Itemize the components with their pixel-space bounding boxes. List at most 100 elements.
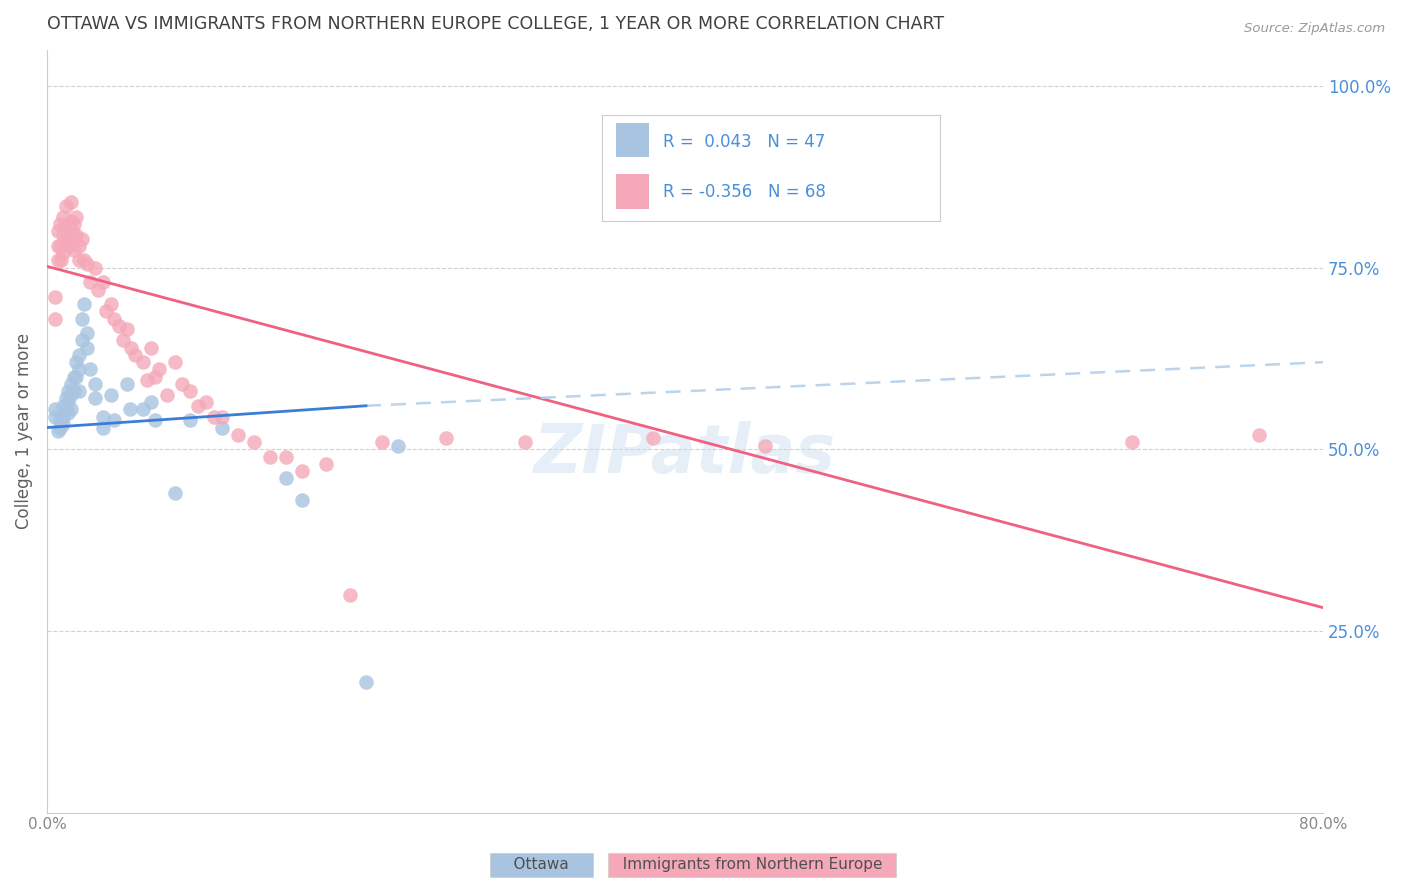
Point	[63, 243, 86, 257]
Point	[139, 395, 162, 409]
Point	[103, 413, 125, 427]
Point	[67, 384, 90, 399]
Point	[118, 402, 141, 417]
Point	[67, 362, 90, 376]
Y-axis label: College, 1 year or more: College, 1 year or more	[15, 333, 32, 529]
Point	[44, 311, 66, 326]
Point	[754, 439, 776, 453]
Point	[228, 427, 250, 442]
Point	[72, 253, 94, 268]
Point	[87, 283, 110, 297]
Text: Immigrants from Northern Europe: Immigrants from Northern Europe	[613, 857, 891, 872]
Point	[51, 253, 73, 268]
Point	[52, 228, 75, 243]
Point	[79, 275, 101, 289]
Point	[67, 253, 90, 268]
Point	[91, 420, 114, 434]
Point	[91, 275, 114, 289]
Point	[124, 348, 146, 362]
Point	[63, 217, 86, 231]
Point	[70, 232, 93, 246]
Point	[91, 409, 114, 424]
Point	[59, 195, 82, 210]
Point	[276, 450, 298, 464]
Point	[195, 395, 218, 409]
Point	[52, 399, 75, 413]
Point	[59, 388, 82, 402]
Point	[44, 402, 66, 417]
Point	[179, 384, 201, 399]
Point	[59, 376, 82, 391]
Point	[172, 376, 194, 391]
Point	[83, 260, 105, 275]
Point	[59, 232, 82, 246]
Point	[115, 322, 138, 336]
Point	[291, 493, 314, 508]
Point	[67, 348, 90, 362]
Point	[46, 224, 69, 238]
Point	[67, 239, 90, 253]
Point	[145, 413, 167, 427]
Point	[65, 228, 87, 243]
Point	[1121, 435, 1143, 450]
Point	[56, 217, 79, 231]
Point	[131, 402, 153, 417]
Point	[145, 369, 167, 384]
Point	[59, 213, 82, 227]
Point	[79, 362, 101, 376]
Point	[387, 439, 409, 453]
Point	[643, 432, 665, 446]
Point	[46, 253, 69, 268]
Point	[163, 355, 186, 369]
Point	[59, 402, 82, 417]
Point	[58, 239, 80, 253]
Point	[55, 392, 77, 406]
Text: OTTAWA VS IMMIGRANTS FROM NORTHERN EUROPE COLLEGE, 1 YEAR OR MORE CORRELATION CH: OTTAWA VS IMMIGRANTS FROM NORTHERN EUROP…	[46, 15, 943, 33]
Point	[52, 246, 75, 260]
Point	[44, 290, 66, 304]
Point	[120, 341, 142, 355]
Point	[202, 409, 225, 424]
Point	[65, 369, 87, 384]
Point	[70, 311, 93, 326]
Point	[100, 388, 122, 402]
Point	[55, 217, 77, 231]
Point	[1249, 427, 1271, 442]
Point	[48, 239, 70, 253]
Point	[44, 409, 66, 424]
Point	[354, 674, 377, 689]
Point	[55, 199, 77, 213]
Point	[52, 409, 75, 424]
Point	[148, 362, 170, 376]
Text: ZIPatlas: ZIPatlas	[534, 421, 837, 487]
Point	[83, 392, 105, 406]
Point	[434, 432, 457, 446]
Point	[52, 417, 75, 431]
Point	[243, 435, 266, 450]
Point	[179, 413, 201, 427]
Point	[515, 435, 537, 450]
Point	[339, 588, 361, 602]
Point	[211, 420, 233, 434]
Point	[76, 326, 98, 340]
Point	[62, 224, 84, 238]
Point	[76, 257, 98, 271]
Text: Source: ZipAtlas.com: Source: ZipAtlas.com	[1244, 22, 1385, 36]
Point	[83, 376, 105, 391]
Point	[131, 355, 153, 369]
Point	[46, 424, 69, 438]
Point	[76, 341, 98, 355]
Point	[276, 471, 298, 485]
Point	[163, 486, 186, 500]
Point	[103, 311, 125, 326]
Point	[211, 409, 233, 424]
Point	[63, 369, 86, 384]
Point	[63, 384, 86, 399]
Point	[371, 435, 394, 450]
Point	[70, 334, 93, 348]
Text: Ottawa: Ottawa	[494, 857, 589, 872]
Point	[56, 384, 79, 399]
Point	[155, 388, 177, 402]
Point	[315, 457, 337, 471]
Point	[107, 318, 129, 333]
